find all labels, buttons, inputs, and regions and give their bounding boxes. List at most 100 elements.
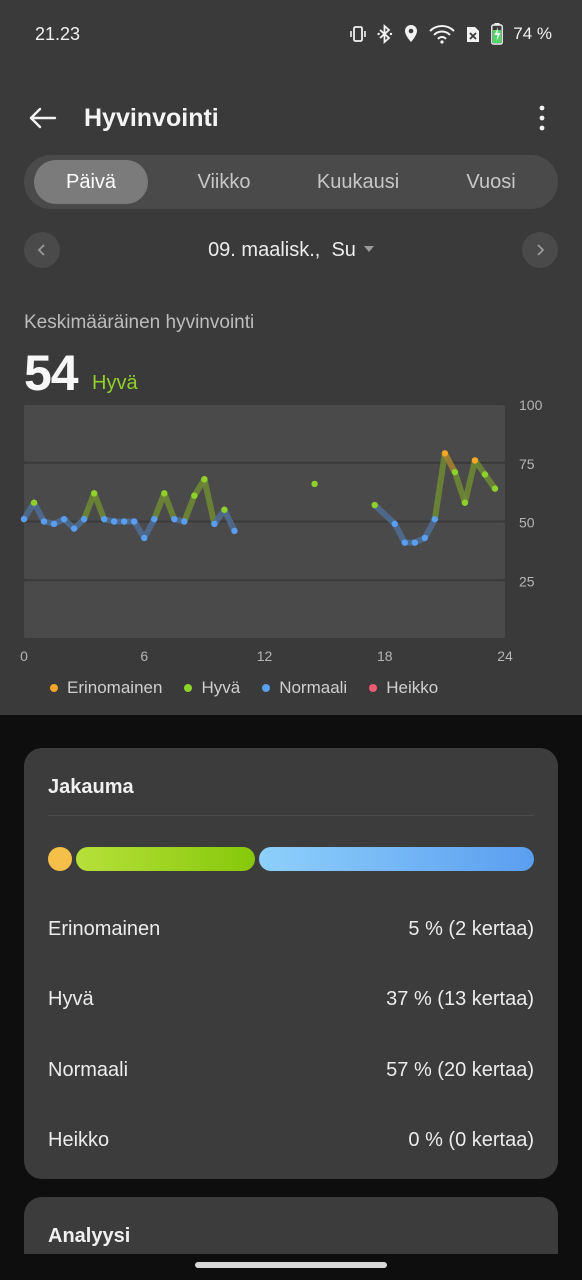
data-point — [411, 539, 419, 546]
series-line — [421, 516, 438, 541]
series-line — [161, 490, 178, 523]
distribution-row: Heikko 0 % (0 kertaa) — [48, 1129, 534, 1151]
series-line — [151, 490, 168, 523]
data-point — [20, 515, 28, 523]
x-tick-label: 0 — [20, 648, 28, 664]
data-point — [60, 515, 68, 523]
chart-band — [24, 581, 505, 638]
date-label: 09. maalisk. — [208, 239, 315, 261]
series-line — [431, 450, 448, 523]
y-tick-label: 75 — [519, 456, 535, 472]
back-button[interactable] — [22, 100, 62, 136]
no-sim-icon — [467, 27, 480, 42]
more-options-button[interactable] — [528, 102, 556, 134]
weekday-label: Su — [331, 239, 356, 261]
data-point — [201, 476, 208, 483]
legend-item-hyva: Hyvä — [184, 678, 240, 698]
tab-month[interactable]: Kuukausi — [316, 170, 400, 193]
series-line — [91, 490, 108, 523]
data-point — [311, 480, 318, 488]
data-point — [441, 450, 449, 457]
series-line — [391, 520, 408, 546]
data-point — [121, 518, 128, 525]
average-label: Keskimääräinen hyvinvointi — [24, 312, 255, 333]
data-point — [40, 518, 48, 525]
data-point — [50, 520, 58, 528]
data-point — [80, 515, 88, 523]
legend-dot — [184, 684, 193, 692]
average-status: Hyvä — [92, 372, 138, 394]
distribution-row: Hyvä 37 % (13 kertaa) — [48, 988, 534, 1010]
data-point — [131, 518, 138, 525]
data-point — [171, 515, 178, 523]
data-point — [181, 518, 188, 525]
x-tick-label: 12 — [257, 648, 273, 664]
location-icon — [405, 25, 418, 42]
series-line — [31, 499, 48, 525]
distribution-segment — [258, 847, 534, 871]
data-point — [30, 499, 38, 506]
chart-band — [24, 405, 505, 462]
data-point — [231, 527, 238, 535]
legend-dot — [369, 684, 378, 692]
y-tick-label: 50 — [519, 515, 535, 531]
status-icons: 74 % — [349, 23, 552, 45]
series-line — [141, 516, 158, 541]
tab-week[interactable]: Viikko — [197, 170, 251, 193]
divider — [48, 815, 534, 816]
data-point — [461, 499, 469, 506]
date-selector[interactable]: 09. maalisk., Su — [24, 239, 558, 262]
distribution-title: Jakauma — [48, 776, 134, 798]
arrow-left-icon — [29, 107, 57, 129]
data-point — [191, 492, 198, 499]
tab-day[interactable]: Päivä — [34, 160, 148, 204]
status-bar: 21.23 74 % — [0, 0, 582, 70]
chart-band — [24, 463, 505, 521]
distribution-row: Normaali 57 % (20 kertaa) — [48, 1059, 534, 1081]
data-point — [161, 490, 168, 497]
series-line — [201, 476, 218, 527]
caret-down-icon — [363, 245, 374, 252]
distribution-row: Erinomainen 5 % (2 kertaa) — [48, 918, 534, 940]
data-point — [481, 471, 489, 478]
legend-dot — [262, 684, 271, 692]
data-point — [431, 515, 439, 523]
data-point — [371, 501, 378, 509]
status-time: 21.23 — [35, 24, 81, 44]
tab-year[interactable]: Vuosi — [466, 170, 516, 193]
series-line — [81, 490, 98, 523]
previous-day-button[interactable] — [24, 232, 60, 268]
distribution-bar — [48, 847, 534, 871]
y-tick-label: 100 — [519, 397, 543, 413]
wellbeing-chart: 100 75 50 25 0 6 12 18 24 — [20, 397, 543, 664]
series-line — [221, 506, 238, 534]
legend-item-normaali: Normaali — [262, 678, 347, 698]
chart-band — [24, 522, 505, 580]
legend-dot — [50, 684, 58, 692]
bluetooth-icon — [377, 24, 393, 44]
series-line — [461, 457, 478, 506]
home-handle[interactable] — [195, 1262, 387, 1268]
y-tick-label: 25 — [519, 573, 535, 589]
data-point — [100, 515, 108, 523]
top-section: 21.23 74 % Hyvinvointi Päivä Viikko Kuuk… — [0, 0, 582, 715]
x-tick-label: 24 — [497, 648, 513, 664]
chevron-right-icon — [537, 244, 545, 256]
next-day-button[interactable] — [522, 232, 558, 268]
more-vertical-icon — [539, 105, 545, 131]
average-value: 54 — [24, 345, 79, 401]
data-point — [401, 539, 408, 546]
data-point — [110, 518, 118, 525]
distribution-segment — [48, 847, 73, 871]
series-line — [441, 450, 458, 476]
analysis-title: Analyysi — [48, 1225, 131, 1247]
data-point — [471, 457, 479, 464]
data-point — [70, 525, 78, 532]
period-tabs: Päivä Viikko Kuukausi Vuosi — [24, 155, 558, 209]
data-point — [221, 506, 228, 513]
x-tick-label: 18 — [377, 648, 393, 664]
wifi-icon — [429, 25, 455, 44]
data-point — [391, 520, 398, 528]
data-point — [421, 534, 429, 542]
battery-percent: 74 % — [513, 24, 552, 43]
